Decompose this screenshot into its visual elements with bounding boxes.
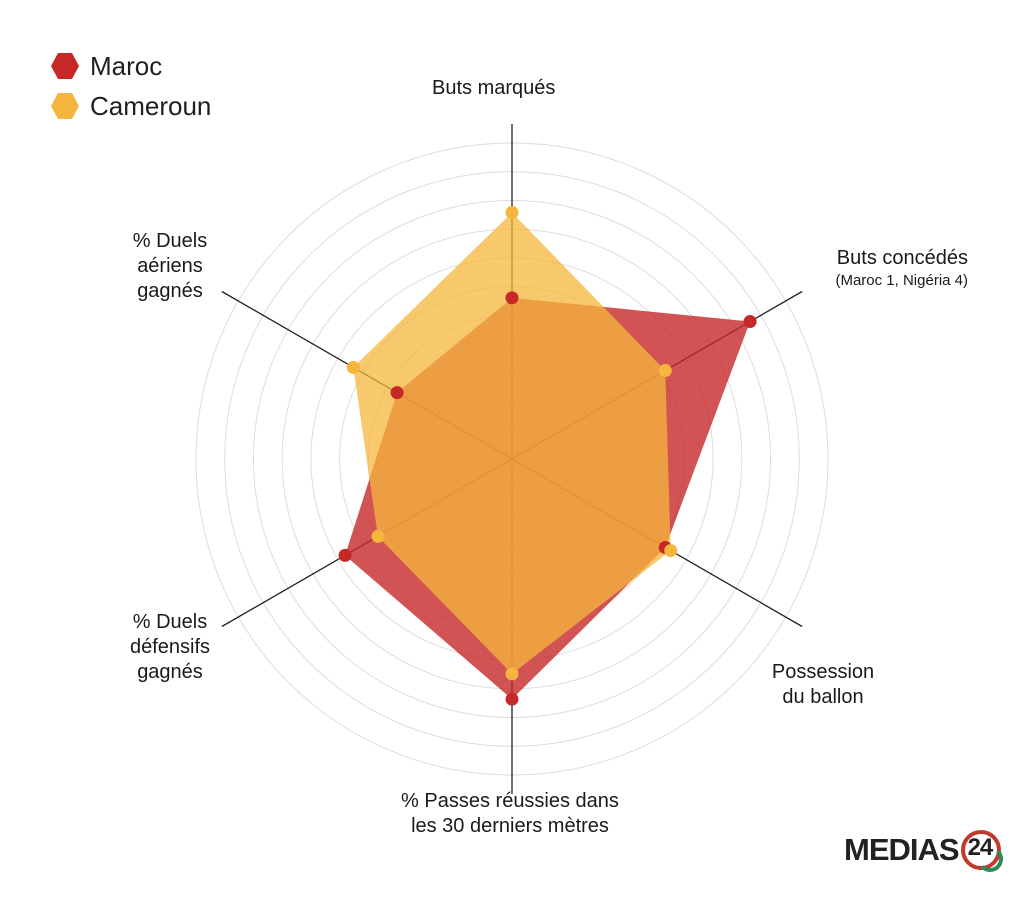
data-point-cameroun xyxy=(346,360,360,374)
legend-label-maroc: Maroc xyxy=(90,50,163,81)
logo-text: MEDIAS xyxy=(844,832,960,867)
data-point-maroc xyxy=(390,386,404,400)
medias24-logo: MEDIAS 24 xyxy=(844,830,1003,872)
data-point-cameroun xyxy=(505,667,519,681)
radar-series-areas xyxy=(345,212,751,700)
axis-label-buts-marques: Buts marqués xyxy=(432,77,556,99)
hexagon-icon xyxy=(51,93,79,119)
data-point-cameroun xyxy=(658,364,672,378)
data-point-cameroun xyxy=(664,544,678,558)
legend-label-cameroun: Cameroun xyxy=(90,90,212,121)
logo-digits: 24 xyxy=(967,834,994,861)
data-point-maroc xyxy=(743,315,757,329)
legend-item-maroc: Maroc xyxy=(50,46,211,86)
data-point-cameroun xyxy=(505,206,519,220)
axis-label-possession: Possession du ballon xyxy=(771,661,875,708)
series-area-cameroun xyxy=(353,212,671,674)
axis-label-buts-concedes-note: (Maroc 1, Nigéria 4) xyxy=(835,272,968,289)
legend-item-cameroun: Cameroun xyxy=(50,86,211,126)
legend-swatch-maroc xyxy=(51,53,79,79)
data-point-maroc xyxy=(505,692,519,706)
axis-label-buts-concedes: Buts concédés (Maroc 1, Nigéria 4) xyxy=(800,221,968,316)
axis-label-duels-aeriens: % Duels aériens gagnés xyxy=(132,230,208,302)
data-point-cameroun xyxy=(371,529,385,543)
legend: Maroc Cameroun xyxy=(50,46,211,126)
axis-label-passes: % Passes réussies dans les 30 derniers m… xyxy=(401,790,619,837)
legend-swatch-cameroun xyxy=(51,93,79,119)
axis-label-duels-defensifs: % Duels défensifs gagnés xyxy=(129,611,211,683)
logo-mark-icon: 24 xyxy=(960,830,1003,872)
radar-series-points xyxy=(338,206,757,706)
data-point-maroc xyxy=(505,291,519,305)
axis-label-buts-concedes-title: Buts concédés xyxy=(836,247,968,269)
data-point-maroc xyxy=(338,548,352,562)
hexagon-icon xyxy=(51,53,79,79)
